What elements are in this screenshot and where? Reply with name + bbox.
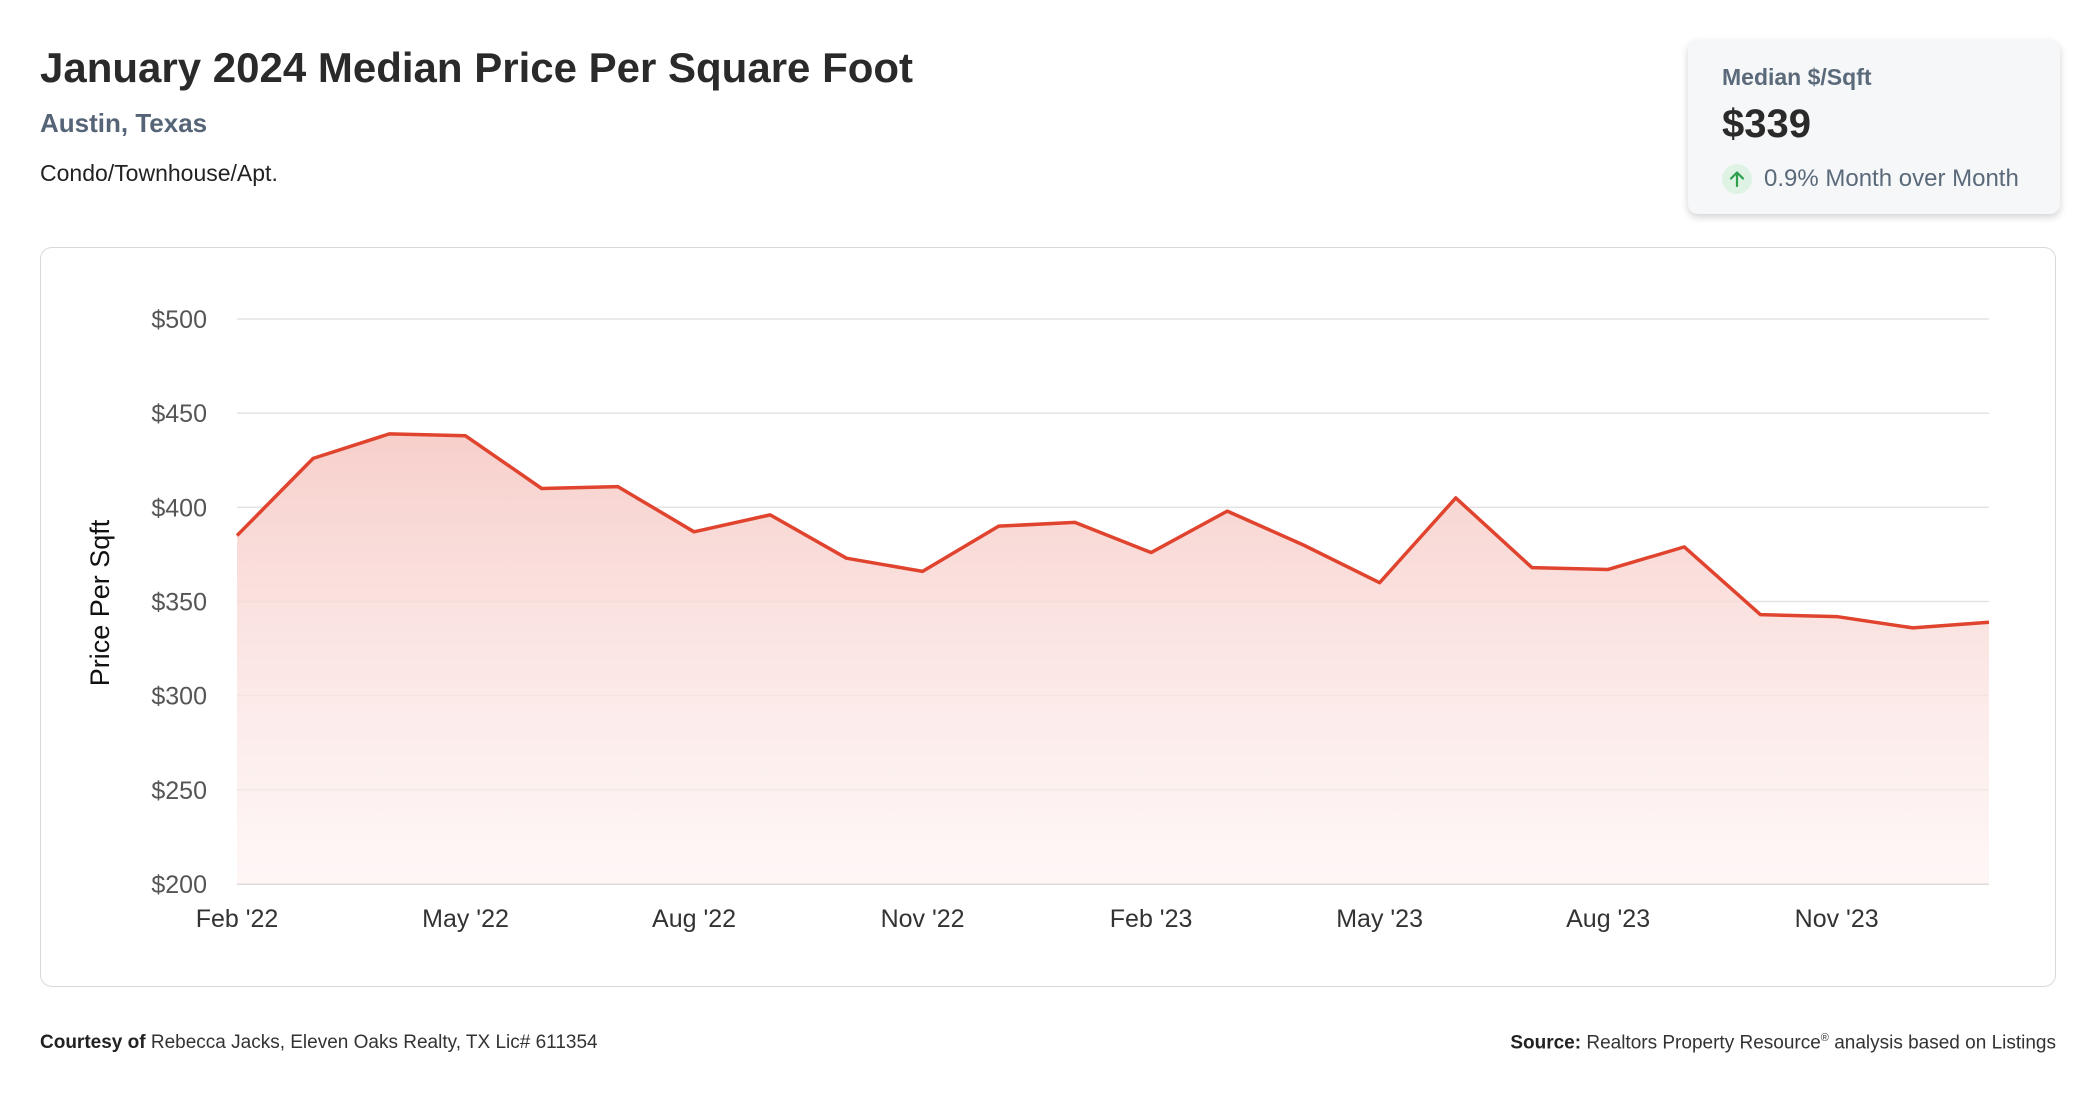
chart-panel: $500 $450 $400 $350 $300 $250 $200 Feb '22 May … — [40, 247, 2056, 987]
y-tick-label: $400 — [151, 494, 207, 522]
y-tick-label: $450 — [151, 400, 207, 428]
y-tick-label: $500 — [151, 306, 207, 334]
courtesy-text: Rebecca Jacks, Eleven Oaks Realty, TX Li… — [150, 1032, 598, 1053]
x-tick-label: Nov '22 — [881, 905, 965, 933]
series-area — [237, 433, 1989, 884]
location-label: Austin, Texas — [40, 108, 208, 138]
y-axis-label: Price Per Sqft — [85, 519, 115, 686]
x-tick-label: Nov '23 — [1795, 905, 1879, 933]
series-line — [235, 432, 1990, 630]
property-type-label: Condo/Townhouse/Apt. — [40, 160, 278, 186]
stat-change: 0.9% Month over Month — [1722, 164, 2019, 194]
x-tick-label: Feb '22 — [196, 905, 279, 933]
page-title: January 2024 Median Price Per Square Foo… — [40, 44, 914, 91]
y-tick-label: $200 — [151, 871, 207, 899]
stat-change-text: 0.9% Month over Month — [1764, 165, 2019, 192]
stat-value: $339 — [1722, 102, 1811, 146]
x-tick-label: Feb '23 — [1110, 905, 1193, 933]
y-tick-label: $350 — [151, 589, 207, 617]
median-stat-card: Median $/Sqft $339 0.9% Month over Month — [1688, 40, 2060, 214]
y-tick-label: $300 — [151, 683, 207, 711]
source-suffix: analysis based on Listings — [1834, 1032, 2056, 1054]
x-tick-label: Aug '22 — [652, 905, 736, 933]
source-label: Source: — [1510, 1032, 1582, 1054]
stat-label: Median $/Sqft — [1722, 64, 1872, 90]
courtesy-footer: Courtesy of Rebecca Jacks, Eleven Oaks R… — [40, 1032, 598, 1054]
x-tick-label: Aug '23 — [1566, 905, 1650, 933]
source-text: Realtors Property Resource — [1586, 1032, 1821, 1054]
y-tick-label: $250 — [151, 777, 207, 805]
x-tick-label: May '22 — [422, 905, 509, 933]
arrow-up-icon — [1722, 164, 1752, 194]
source-footer: Source: Realtors Property Resource® anal… — [1510, 1032, 2056, 1054]
x-tick-label: May '23 — [1336, 905, 1423, 933]
courtesy-label: Courtesy of — [40, 1032, 146, 1053]
registered-mark: ® — [1820, 1032, 1829, 1044]
price-chart: $500 $450 $400 $350 $300 $250 $200 Feb '22 May … — [85, 306, 1990, 933]
